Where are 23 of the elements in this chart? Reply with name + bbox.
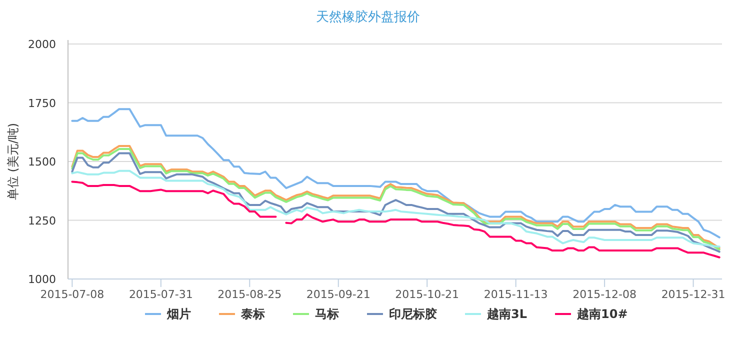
x-tick-label: 2015-09-21 [306,288,370,301]
x-tick-label: 2015-07-08 [40,288,104,301]
x-tick-label: 2015-11-13 [484,288,548,301]
legend-label: 烟片 [166,307,191,321]
y-tick-label: 1250 [28,214,56,228]
x-tick-label: 2015-07-31 [128,288,193,301]
line-series [71,170,720,248]
x-tick-label: 2015-08-25 [218,288,282,301]
x-tick-label: 2015-12-08 [572,288,637,301]
y-axis-title: 单位 (美元/吨) [6,122,20,200]
y-tick-label: 1000 [28,273,56,286]
y-tick-label: 1500 [28,156,56,168]
line-series [71,108,720,238]
legend-label: 泰标 [240,307,265,321]
legend-label: 印尼标胶 [389,307,437,321]
y-tick-label: 1750 [28,96,56,110]
chart-title: 天然橡胶外盘报价 [316,10,420,25]
legend-label: 越南10# [576,307,628,321]
x-tick-label: 2015-10-21 [395,288,460,301]
y-tick-label: 2000 [28,38,56,51]
x-tick-label: 2015-12-31 [661,288,726,301]
legend-label: 越南3L [486,307,528,321]
legend-label: 马标 [315,307,339,321]
